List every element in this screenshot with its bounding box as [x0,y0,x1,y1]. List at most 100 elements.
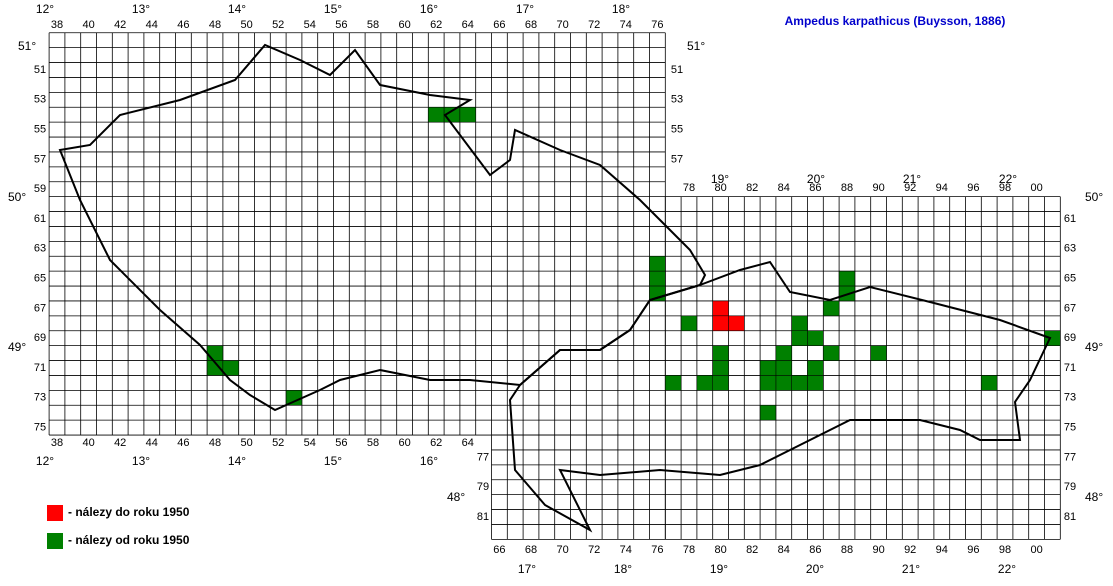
column-label: 88 [841,182,853,194]
legend-swatch [47,505,63,521]
row-label: 53 [34,94,46,106]
column-label: 78 [683,182,695,194]
column-label: 42 [114,19,126,31]
record-cell [759,405,777,421]
row-label: 75 [1064,422,1076,434]
row-label: 73 [1064,392,1076,404]
lon-label: 21° [903,172,921,186]
column-label: 70 [556,19,568,31]
column-label: 96 [967,544,979,556]
column-label: 46 [177,19,189,31]
record-cell [680,315,698,332]
column-label: 58 [367,19,379,31]
column-label: 98 [999,544,1011,556]
column-label: 68 [525,19,537,31]
lat-label: 49° [8,340,26,354]
record-cell [791,330,808,346]
column-label: 60 [398,437,410,449]
lon-label: 18° [614,562,632,576]
column-label: 62 [430,19,442,31]
lon-label: 15° [324,2,342,16]
column-label: 66 [493,544,505,556]
record-cell [981,375,998,391]
grid [48,32,1061,540]
legend-swatch [47,533,63,549]
slovak-border [508,260,1052,533]
record-cell [791,315,808,332]
row-label: 71 [1064,362,1076,374]
lon-label: 14° [228,2,246,16]
column-label: 38 [51,437,63,449]
column-label: 84 [778,544,790,556]
row-label: 53 [671,94,683,106]
record-cell [728,315,745,332]
column-label: 82 [746,182,758,194]
column-label: 86 [809,544,821,556]
lon-label: 20° [807,172,825,186]
czech-border [58,43,707,412]
row-label: 81 [477,511,489,523]
column-label: 38 [51,19,63,31]
lon-label: 22° [999,172,1017,186]
column-label: 50 [240,437,252,449]
column-label: 88 [841,544,853,556]
lat-label: 50° [1085,190,1103,204]
lon-label: 12° [36,454,54,468]
record-cell [712,345,729,361]
record-cell [759,360,777,376]
column-label: 72 [588,19,600,31]
record-cell [222,360,239,376]
lat-label: 51° [687,39,705,53]
column-label: 96 [967,182,979,194]
lon-label: 13° [132,2,150,16]
column-label: 50 [240,19,252,31]
record-cell [759,375,777,391]
title: Ampedus karpathicus (Buysson, 1886) [785,14,1006,28]
row-label: 65 [1064,273,1076,285]
row-label: 65 [34,273,46,285]
record-cell [775,345,792,361]
column-label: 48 [209,19,221,31]
column-label: 98 [999,182,1011,194]
row-label: 67 [34,302,46,314]
column-label: 84 [778,182,790,194]
row-label: 59 [34,183,46,195]
record-cell [838,270,856,287]
record-cell [775,360,792,376]
column-label: 78 [683,544,695,556]
column-label: 92 [904,544,916,556]
record-cell [823,345,840,361]
column-label: 52 [272,437,284,449]
row-label: 61 [1064,213,1076,225]
column-label: 60 [398,19,410,31]
column-label: 44 [146,19,158,31]
column-label: 66 [493,19,505,31]
lat-label: 48° [1085,490,1103,504]
column-label: 56 [335,437,347,449]
lon-label: 14° [228,454,246,468]
lat-label: 50° [8,190,26,204]
record-cell [775,375,792,391]
column-label: 00 [1030,182,1042,194]
row-label: 73 [34,392,46,404]
column-label: 40 [82,437,94,449]
legend-label: - nálezy do roku 1950 [68,505,190,519]
lon-label: 22° [998,562,1016,576]
column-label: 94 [936,182,948,194]
column-label: 64 [462,19,474,31]
lon-label: 17° [518,562,536,576]
lon-label: 13° [132,454,150,468]
record-cell [712,315,729,332]
row-label: 55 [671,124,683,136]
lon-label: 15° [324,454,342,468]
column-label: 74 [620,544,632,556]
column-label: 58 [367,437,379,449]
record-cell [791,375,808,391]
row-label: 57 [671,153,683,165]
column-label: 44 [146,437,158,449]
legend-label: - nálezy od roku 1950 [68,533,190,547]
record-cell [459,107,476,123]
column-label: 40 [82,19,94,31]
column-label: 68 [525,544,537,556]
lon-label: 20° [806,562,824,576]
